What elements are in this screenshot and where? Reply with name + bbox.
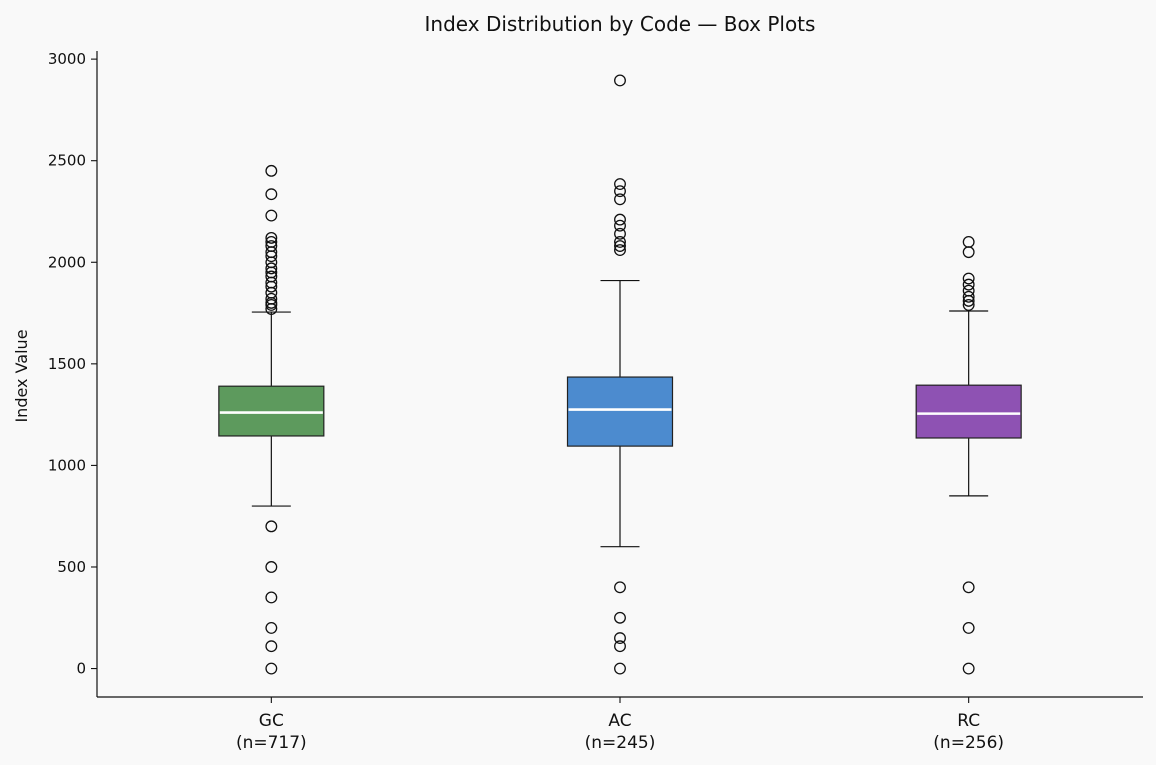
- outlier-point: [265, 561, 278, 573]
- outlier-point: [962, 272, 975, 285]
- box-group-ac: [566, 74, 674, 675]
- outlier-point: [614, 178, 626, 191]
- outlier-point: [614, 662, 626, 675]
- outlier-point: [265, 231, 278, 244]
- y-tick-label: 1500: [48, 355, 86, 373]
- outlier-point: [265, 621, 278, 634]
- outlier-point: [614, 74, 626, 87]
- outlier-point: [265, 270, 278, 283]
- outlier-point: [614, 611, 626, 624]
- outlier-point: [614, 213, 626, 226]
- outlier-point: [614, 632, 626, 645]
- y-tick-label: 500: [57, 558, 86, 576]
- axes: 0 500 1000 1500 2000 2500 3000 GC(n=717) AC(n=24…: [48, 50, 1143, 753]
- outlier-point: [962, 581, 975, 594]
- outlier-point: [265, 188, 278, 201]
- outlier-point: [614, 244, 626, 257]
- outlier-point: [962, 278, 975, 291]
- outlier-point: [614, 185, 626, 198]
- outlier-point: [265, 591, 278, 604]
- outlier-point: [265, 236, 278, 248]
- y-tick-label: 2000: [48, 253, 86, 271]
- outlier-point: [962, 662, 975, 675]
- box-group-rc: [915, 236, 1022, 675]
- outlier-point: [265, 209, 278, 222]
- outlier-point: [962, 621, 975, 634]
- outlier-point: [265, 256, 278, 269]
- outlier-point: [265, 286, 278, 299]
- outlier-point: [614, 640, 626, 653]
- x-tick-label: AC: [608, 711, 631, 731]
- y-tick-label: 0: [76, 660, 86, 678]
- outlier-point: [962, 236, 975, 248]
- outlier-point: [962, 284, 975, 297]
- outlier-point: [962, 298, 975, 311]
- outlier-point: [265, 662, 278, 675]
- outlier-point: [265, 292, 278, 305]
- x-tick-count: (n=717): [236, 733, 307, 753]
- x-tick-count: (n=245): [585, 733, 656, 753]
- y-tick-label: 1000: [48, 456, 86, 474]
- outlier-point: [265, 164, 278, 177]
- y-tick-label: 3000: [48, 50, 86, 68]
- outlier-point: [614, 227, 626, 240]
- outlier-point: [962, 290, 975, 303]
- outlier-point: [614, 219, 626, 232]
- box: [218, 385, 325, 437]
- outlier-point: [265, 262, 278, 275]
- outlier-point: [614, 193, 626, 206]
- x-tick-count: (n=256): [933, 733, 1004, 753]
- y-tick-label: 2500: [48, 152, 86, 170]
- box: [566, 376, 674, 447]
- y-axis-label: Index Value: [12, 329, 31, 422]
- outlier-point: [614, 236, 626, 248]
- outlier-point: [265, 520, 278, 533]
- outlier-point: [614, 240, 626, 252]
- outlier-point: [265, 640, 278, 653]
- x-tick-label: GC: [259, 711, 284, 731]
- chart-title: Index Distribution by Code — Box Plots: [425, 12, 816, 36]
- x-tick-label: RC: [957, 711, 980, 731]
- outlier-point: [265, 240, 278, 252]
- outlier-point: [614, 581, 626, 594]
- box-group-gc: [218, 164, 325, 675]
- box-plots: [218, 74, 1022, 675]
- box: [915, 384, 1022, 439]
- outlier-point: [962, 246, 975, 259]
